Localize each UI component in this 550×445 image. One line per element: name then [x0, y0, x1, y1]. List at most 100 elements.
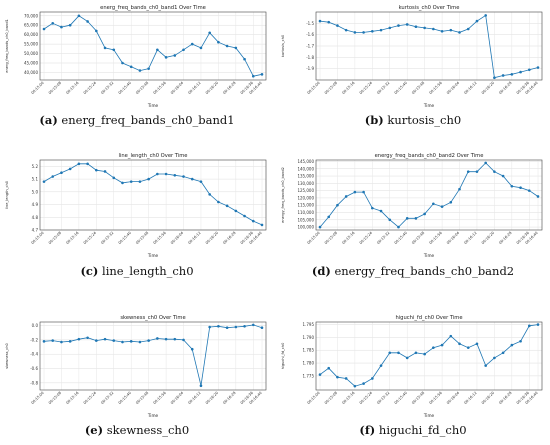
data-point	[86, 162, 89, 166]
data-point	[77, 14, 81, 18]
data-point	[371, 206, 374, 210]
data-point	[225, 326, 229, 330]
x-axis-label: Time	[147, 103, 159, 108]
series-line	[43, 15, 263, 77]
data-point	[336, 375, 339, 379]
y-tick-label: 1.780	[303, 361, 315, 366]
data-point	[68, 340, 72, 343]
x-tick-label: 00:16:20	[205, 230, 220, 245]
x-axis-label: Time	[423, 413, 435, 418]
data-point	[95, 168, 98, 172]
x-tick-label: 00:15:08	[48, 80, 63, 95]
data-point	[121, 61, 124, 65]
data-point	[440, 29, 444, 33]
y-tick-label: 5.0	[32, 189, 39, 194]
data-point	[432, 27, 435, 31]
data-point	[147, 177, 150, 181]
data-point	[112, 176, 116, 180]
data-point	[371, 29, 374, 33]
data-point	[353, 31, 357, 34]
data-point	[51, 175, 55, 178]
y-tick-label: 5.1	[32, 177, 39, 182]
data-point	[475, 342, 479, 346]
plot-frame	[39, 321, 267, 391]
data-point	[414, 25, 418, 29]
data-point	[388, 218, 392, 222]
series-line	[319, 14, 539, 79]
data-point	[432, 202, 435, 206]
y-axis-label: line_length_ch0	[5, 180, 9, 209]
y-axis-label: energ_freq_bands_ch0_band1	[5, 19, 9, 73]
data-point	[86, 20, 89, 23]
data-point	[234, 46, 238, 50]
data-point	[42, 340, 46, 343]
y-tick-label: 55,000	[24, 42, 38, 47]
y-tick-label: 5.2	[32, 164, 39, 169]
data-point	[493, 76, 496, 80]
data-point	[182, 175, 185, 178]
data-point	[217, 324, 220, 328]
data-point	[77, 337, 81, 341]
data-point	[458, 31, 461, 34]
data-point	[121, 181, 124, 185]
x-tick-label: 00:15:08	[324, 230, 339, 245]
x-tick-label: 00:16:28	[498, 80, 513, 95]
data-point	[458, 342, 461, 346]
data-point	[156, 172, 159, 176]
y-axis-label: skewness_ch0	[5, 343, 9, 369]
y-tick-label: -0.6	[30, 366, 38, 371]
y-tick-label: 65,000	[24, 23, 38, 28]
y-tick-label: 1.785	[303, 348, 315, 353]
data-point	[95, 29, 98, 33]
data-point	[243, 214, 246, 218]
y-tick-label: 1.795	[303, 322, 315, 327]
data-point	[362, 31, 365, 34]
data-point	[527, 324, 531, 328]
x-tick-label: 00:15:48	[411, 80, 426, 95]
chart-svg: kurtosis_ch0 Over Time -1.9 -1.8 -1.7 -1.6 -1…	[281, 5, 543, 108]
x-tick-label: 00:15:48	[135, 80, 150, 95]
data-point	[173, 173, 177, 177]
data-point	[353, 384, 357, 388]
x-axis-label: Time	[147, 253, 159, 258]
data-point	[388, 26, 392, 30]
data-point	[60, 171, 63, 175]
x-tick-label: 00:16:04	[446, 390, 461, 405]
data-point	[519, 339, 522, 343]
x-tick-label: 00:16:28	[222, 230, 237, 245]
x-tick-label: 00:15:40	[394, 230, 409, 245]
data-point	[449, 28, 453, 32]
y-axis-label: energy_freq_bands_ch0_band2	[281, 167, 285, 223]
data-point	[147, 339, 150, 342]
data-point	[318, 373, 322, 376]
data-point	[423, 352, 426, 356]
x-tick-label: 00:15:24	[359, 80, 374, 95]
y-tick-label: -1.7	[306, 44, 314, 49]
y-tick-label: -1.9	[306, 66, 314, 71]
chart-svg: skewness_ch0 Over Time -0.8 -0.6 -0.4 -0.2 0.…	[5, 315, 267, 418]
y-tick-label: 40,000	[24, 70, 38, 75]
data-point	[371, 377, 374, 380]
caption-name: energ_freq_bands_ch0_band1	[61, 113, 235, 127]
x-tick-label: 00:15:08	[324, 80, 339, 95]
y-tick-label: 60,000	[24, 32, 38, 37]
data-point	[103, 46, 107, 50]
data-point	[466, 27, 470, 31]
x-tick-label: 00:15:40	[118, 390, 133, 405]
y-tick-label: 130,000	[297, 181, 314, 186]
data-point	[397, 24, 400, 27]
chart-svg: energ_freq_bands_ch0_band1 Over Time 40,0…	[5, 5, 267, 108]
data-point	[362, 382, 365, 385]
data-point	[344, 28, 348, 32]
x-tick-label: 00:16:12	[463, 231, 477, 245]
caption-name: skewness_ch0	[106, 423, 190, 437]
x-tick-label: 00:15:16	[65, 230, 80, 245]
x-tick-label: 00:16:20	[481, 80, 496, 95]
data-point	[510, 343, 514, 347]
data-point	[493, 356, 496, 360]
data-point	[388, 351, 392, 355]
data-point	[519, 70, 522, 74]
caption-name: kurtosis_ch0	[387, 113, 462, 127]
data-point	[95, 339, 98, 342]
data-point	[362, 190, 365, 194]
